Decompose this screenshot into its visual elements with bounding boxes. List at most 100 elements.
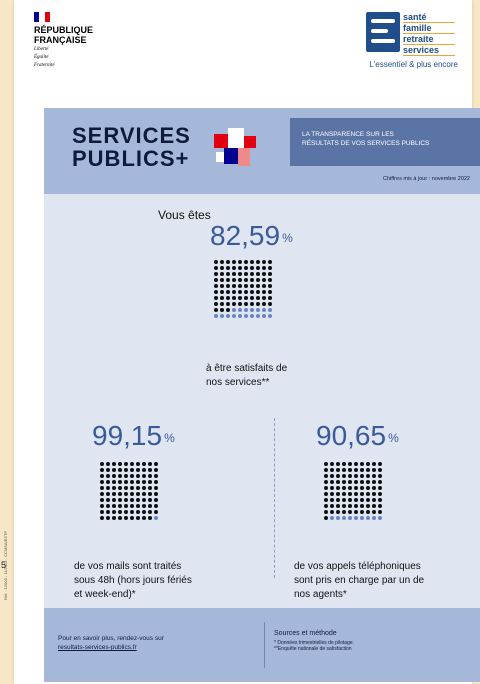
dot-filled [342, 510, 347, 515]
dot-filled [378, 486, 383, 491]
banner: SERVICES PUBLICS+ LA TRANSPARENCE SUR LE… [44, 108, 480, 194]
dot-filled [256, 296, 261, 301]
dot-empty [262, 308, 267, 313]
dot-filled [130, 516, 135, 521]
dot-filled [226, 296, 231, 301]
dot-filled [112, 504, 117, 509]
dot-filled [372, 492, 377, 497]
dot-filled [232, 272, 237, 277]
calls-value: 90,65 [316, 420, 387, 451]
dot-filled [250, 296, 255, 301]
dot-filled [136, 474, 141, 479]
dot-filled [262, 266, 267, 271]
dot-empty [366, 516, 371, 521]
dot-filled [366, 486, 371, 491]
dot-filled [238, 260, 243, 265]
dot-filled [354, 474, 359, 479]
dot-empty [378, 516, 383, 521]
dot-filled [112, 462, 117, 467]
dot-filled [142, 462, 147, 467]
dot-filled [268, 302, 273, 307]
dot-filled [154, 492, 159, 497]
dot-filled [330, 492, 335, 497]
dot-filled [372, 486, 377, 491]
dot-filled [100, 498, 105, 503]
dot-filled [106, 468, 111, 473]
dot-filled [268, 272, 273, 277]
dot-filled [372, 504, 377, 509]
dot-filled [250, 302, 255, 307]
dot-filled [354, 510, 359, 515]
dot-filled [366, 474, 371, 479]
mails-caption-line1: de vos mails sont traités [74, 561, 182, 572]
dot-filled [336, 492, 341, 497]
dot-filled [214, 290, 219, 295]
dot-empty [262, 314, 267, 319]
dot-filled [342, 468, 347, 473]
dot-empty [220, 314, 225, 319]
dot-empty [372, 516, 377, 521]
rf-motto-fraternite: Fraternité [34, 63, 55, 68]
dot-filled [214, 302, 219, 307]
dot-filled [100, 474, 105, 479]
dot-filled [130, 468, 135, 473]
dot-filled [330, 510, 335, 515]
msa-logo-icon [366, 12, 400, 52]
dot-filled [366, 480, 371, 485]
dot-filled [324, 468, 329, 473]
dot-filled [366, 468, 371, 473]
dot-filled [118, 504, 123, 509]
dot-filled [354, 462, 359, 467]
dot-filled [226, 278, 231, 283]
msa-word-retraite: retraite [403, 34, 455, 45]
dot-filled [100, 516, 105, 521]
dot-filled [220, 278, 225, 283]
dot-filled [118, 510, 123, 515]
rf-title-line2: FRANÇAISE [34, 35, 87, 45]
mails-caption: de vos mails sont traités sous 48h (hors… [74, 560, 192, 602]
dot-filled [268, 284, 273, 289]
dot-filled [220, 266, 225, 271]
dot-filled [372, 480, 377, 485]
services-publics-emblem-icon [214, 128, 258, 172]
stats-divider [274, 418, 275, 578]
dot-filled [214, 266, 219, 271]
dot-filled [106, 480, 111, 485]
dot-filled [256, 278, 261, 283]
dot-filled [130, 498, 135, 503]
dot-filled [106, 492, 111, 497]
dot-filled [226, 308, 231, 313]
dot-filled [342, 474, 347, 479]
dot-filled [360, 492, 365, 497]
dot-filled [142, 498, 147, 503]
dot-filled [250, 272, 255, 277]
dot-filled [244, 284, 249, 289]
dot-filled [154, 474, 159, 479]
dot-filled [348, 486, 353, 491]
mails-value: 99,15 [92, 420, 163, 451]
dot-filled [112, 474, 117, 479]
dot-filled [348, 468, 353, 473]
dot-filled [130, 474, 135, 479]
dot-filled [238, 302, 243, 307]
dot-filled [250, 278, 255, 283]
dot-filled [250, 290, 255, 295]
transparency-line2: RÉSULTATS DE VOS SERVICES PUBLICS [302, 140, 430, 147]
dot-filled [348, 504, 353, 509]
results-link[interactable]: resultats-services-publics.fr [58, 644, 137, 651]
dot-filled [256, 290, 261, 295]
dot-filled [238, 278, 243, 283]
dot-filled [268, 266, 273, 271]
dot-filled [124, 468, 129, 473]
dot-filled [118, 474, 123, 479]
dot-filled [118, 486, 123, 491]
dot-empty [226, 314, 231, 319]
dot-filled [220, 308, 225, 313]
dot-filled [142, 510, 147, 515]
dot-filled [354, 468, 359, 473]
dot-filled [348, 510, 353, 515]
dot-filled [324, 486, 329, 491]
dot-filled [112, 516, 117, 521]
dot-filled [124, 480, 129, 485]
dot-filled [378, 498, 383, 503]
